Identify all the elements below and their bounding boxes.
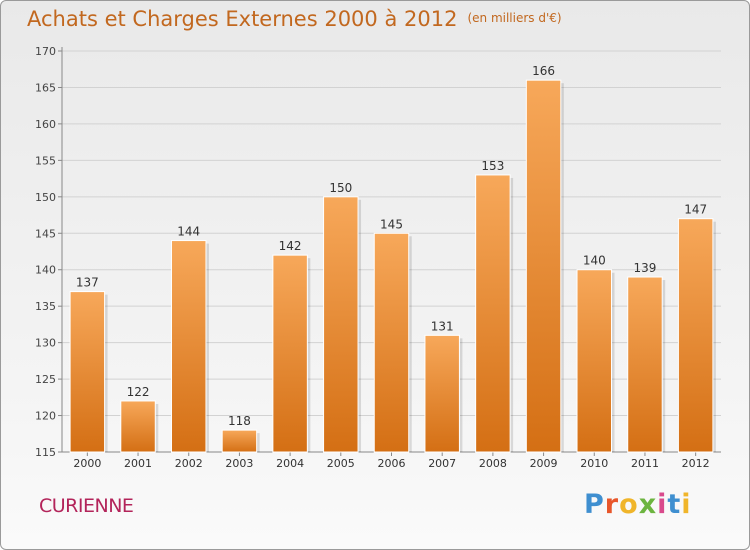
- x-tick-label: 2012: [682, 457, 710, 470]
- x-tick-label: 2000: [73, 457, 101, 470]
- bar: [424, 334, 460, 453]
- y-tick-label: 150: [35, 191, 56, 204]
- data-label: 131: [431, 319, 454, 333]
- bar: [221, 429, 258, 453]
- chart-title-text: Achats et Charges Externes 2000 à 2012: [27, 7, 458, 31]
- data-label: 153: [481, 159, 504, 173]
- chart-unit: (en milliers d'€): [467, 11, 562, 25]
- bar: [677, 218, 714, 453]
- bar: [475, 174, 511, 453]
- tick-labels: 115 120 125 130 135 140 145 150 155 160 165 170 2000…: [35, 45, 710, 470]
- x-tick-label: 2010: [580, 457, 608, 470]
- logo-letter: t: [667, 489, 682, 520]
- data-labels: 137 122 144 118 142 150 145 131 153 166 140 139 147: [76, 64, 707, 428]
- y-tick-label: 165: [35, 81, 56, 94]
- data-label: 142: [279, 239, 302, 253]
- bar: [525, 79, 562, 453]
- proxiti-logo[interactable]: Proxiti: [584, 489, 692, 520]
- data-label: 145: [380, 217, 403, 231]
- y-tick-label: 145: [35, 227, 56, 240]
- data-label: 166: [532, 64, 555, 78]
- x-tick-label: 2001: [124, 457, 152, 470]
- y-tick-label: 160: [35, 118, 56, 131]
- data-label: 139: [634, 261, 657, 275]
- data-label: 150: [329, 181, 352, 195]
- x-tick-label: 2006: [378, 457, 406, 470]
- x-tick-label: 2009: [530, 457, 558, 470]
- data-label: 137: [76, 276, 99, 290]
- bar: [120, 400, 156, 453]
- bar: [170, 240, 207, 453]
- bar: [576, 269, 613, 453]
- bar: [69, 291, 106, 453]
- y-tick-label: 120: [35, 410, 56, 423]
- bar: [272, 254, 308, 453]
- logo-letter: i: [681, 489, 692, 520]
- x-tick-label: 2003: [225, 457, 253, 470]
- x-tick-label: 2005: [327, 457, 355, 470]
- x-tick-label: 2011: [631, 457, 659, 470]
- logo-letter: P: [584, 489, 605, 520]
- y-tick-label: 135: [35, 300, 56, 313]
- data-label: 147: [684, 203, 707, 217]
- x-tick-label: 2007: [428, 457, 456, 470]
- y-tick-label: 130: [35, 337, 56, 350]
- bars: [69, 79, 716, 453]
- bar: [373, 232, 410, 453]
- bar: [323, 196, 359, 453]
- logo-letter: o: [619, 489, 639, 520]
- logo-letter: x: [638, 489, 658, 520]
- y-tick-label: 125: [35, 373, 56, 386]
- x-tick-label: 2002: [175, 457, 203, 470]
- x-tick-label: 2004: [276, 457, 304, 470]
- bar: [627, 276, 663, 453]
- data-label: 144: [177, 225, 200, 239]
- y-tick-label: 140: [35, 264, 56, 277]
- data-label: 140: [583, 254, 606, 268]
- chart-title: Achats et Charges Externes 2000 à 2012 (e…: [27, 7, 562, 31]
- y-tick-label: 155: [35, 154, 56, 167]
- logo-letter: r: [604, 489, 620, 520]
- y-tick-label: 115: [35, 446, 56, 459]
- commune-name: CURIENNE: [39, 495, 134, 517]
- y-tick-label: 170: [35, 45, 56, 58]
- x-tick-label: 2008: [479, 457, 507, 470]
- data-label: 118: [228, 414, 251, 428]
- logo-letter: i: [657, 489, 668, 520]
- data-label: 122: [127, 385, 150, 399]
